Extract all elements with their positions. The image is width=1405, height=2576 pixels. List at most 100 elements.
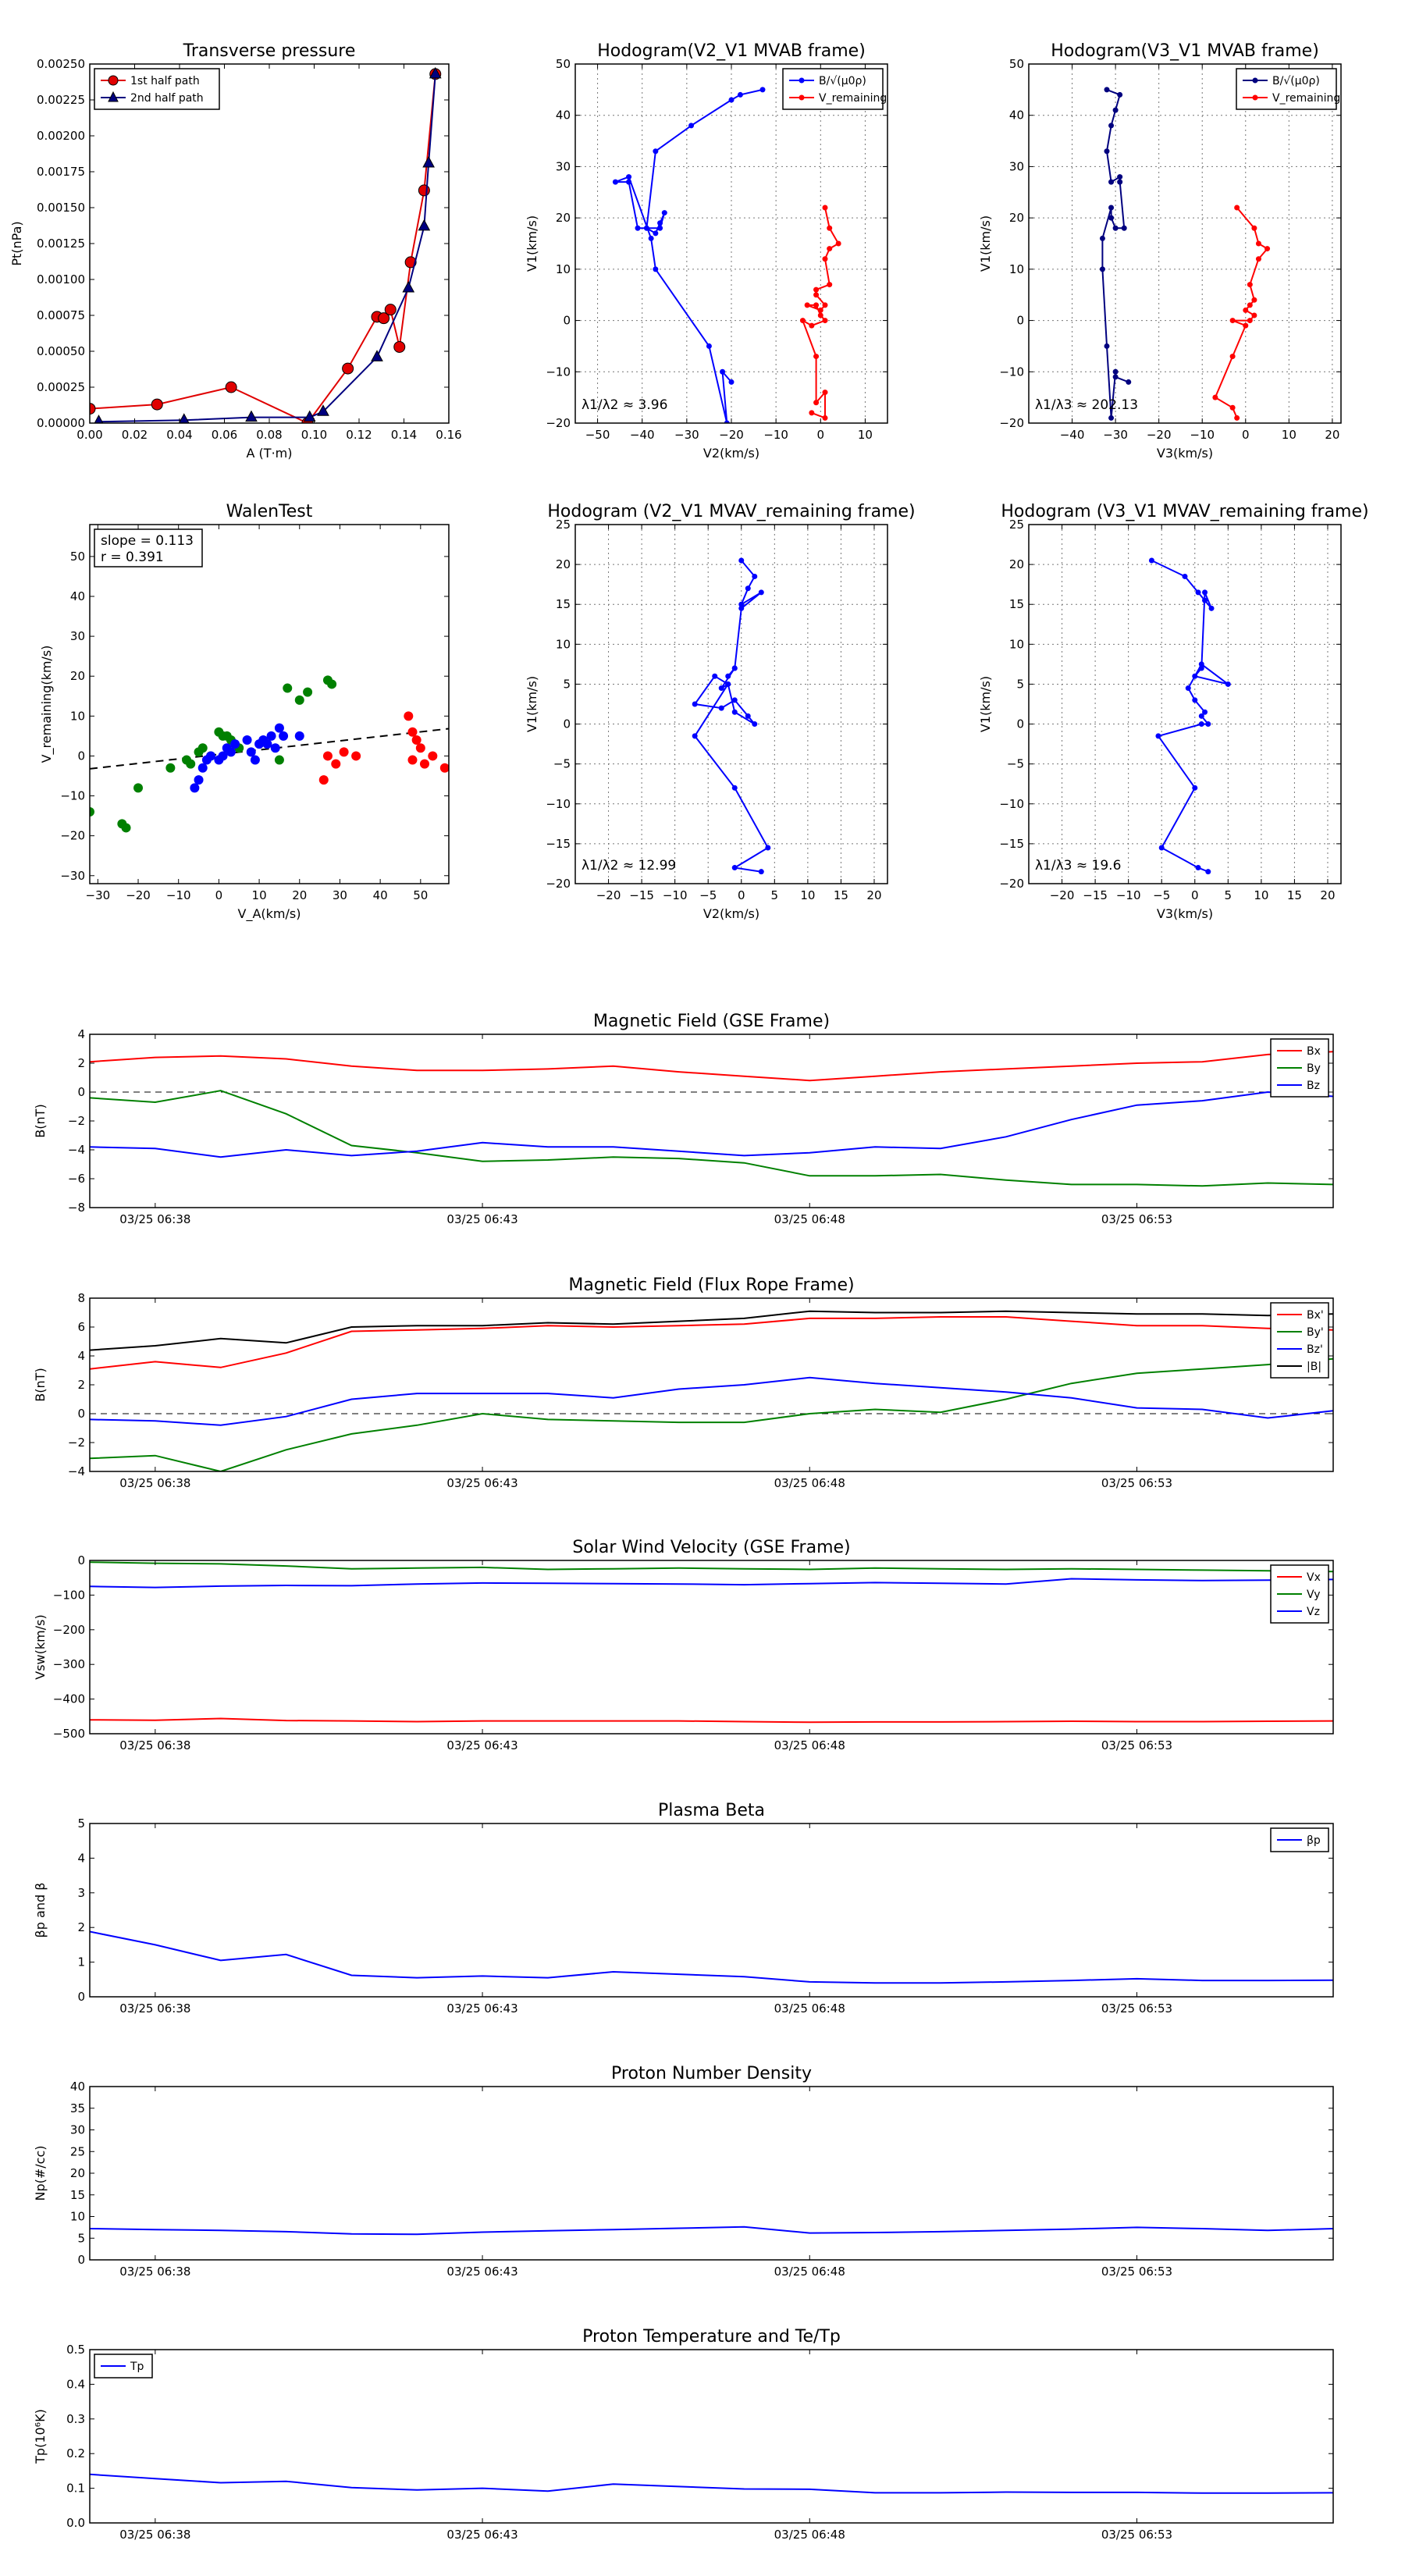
- chart-title: Hodogram(V3_V1 MVAB frame): [1051, 41, 1319, 61]
- x-tick-label: 03/25 06:43: [446, 2265, 518, 2279]
- scatter-point: [121, 823, 131, 833]
- x-tick-label: −20: [596, 888, 621, 902]
- data-point: [737, 91, 743, 98]
- data-point: [1251, 297, 1257, 303]
- chart-title: Magnetic Field (Flux Rope Frame): [568, 1276, 854, 1295]
- data-point: [835, 240, 841, 247]
- legend-label: Vx: [1307, 1571, 1321, 1584]
- data-point: [745, 713, 751, 719]
- x-tick-label: 10: [1282, 428, 1297, 442]
- data-point: [817, 312, 823, 318]
- y-tick-label: 0.2: [66, 2446, 85, 2460]
- scatter-point: [262, 739, 272, 749]
- y-tick-label: 20: [1009, 557, 1024, 571]
- series-line-2: [90, 1376, 1333, 1426]
- data-point: [657, 220, 663, 226]
- x-tick-label: 03/25 06:48: [774, 1212, 845, 1226]
- data-point: [648, 235, 654, 241]
- data-point: [1234, 205, 1240, 211]
- data-point: [765, 845, 771, 851]
- legend-label: 1st half path: [130, 75, 200, 87]
- scatter-point: [351, 751, 361, 761]
- data-point: [1202, 709, 1208, 715]
- x-tick-label: −5: [1153, 888, 1170, 902]
- data-point: [1255, 240, 1261, 247]
- x-tick-label: 0: [738, 888, 745, 902]
- x-tick-label: −40: [1060, 428, 1085, 442]
- series-line-1: [98, 73, 436, 423]
- chart-3: −30 −20 −10 0 10 20 30 40 50 −30 −20 −10 0 10 20 30 40 50…: [39, 502, 450, 922]
- chart-9: 03/25 06:38 03/25 06:43 03/25 06:48 03/25 0…: [33, 1801, 1334, 2016]
- data-point: [1198, 661, 1204, 667]
- x-tick-label: −20: [719, 428, 744, 442]
- series-line-3: [90, 1310, 1333, 1351]
- legend-marker: [108, 75, 119, 86]
- scatter-point: [339, 747, 349, 757]
- x-tick-label: 0.06: [212, 428, 237, 442]
- chart-6: 03/25 06:38 03/25 06:43 03/25 06:48 03/25 0…: [33, 1012, 1334, 1226]
- scatter-point: [230, 739, 240, 749]
- scatter-point: [407, 755, 418, 765]
- y-tick-label: −20: [546, 416, 571, 430]
- legend-marker: [799, 77, 805, 84]
- data-point: [728, 379, 735, 385]
- data-point: [317, 404, 329, 416]
- data-point: [653, 266, 659, 272]
- data-point: [1121, 225, 1127, 231]
- eigen-ratio-label: λ1/λ3 ≈ 19.6: [1035, 858, 1121, 873]
- scatter-point: [322, 751, 333, 761]
- axes-frame: [574, 524, 888, 884]
- data-point: [1112, 225, 1119, 231]
- scatter-point: [270, 743, 280, 753]
- x-tick-label: 0.04: [166, 428, 192, 442]
- y-tick-label: 30: [70, 2123, 85, 2137]
- data-point: [1212, 394, 1218, 400]
- series-line-0: [90, 1316, 1333, 1370]
- y-tick-label: −20: [999, 877, 1024, 891]
- data-point: [822, 390, 828, 396]
- legend-label: V_remaining: [1272, 92, 1340, 105]
- y-tick-label: 20: [70, 2166, 85, 2180]
- x-tick-label: 20: [1320, 888, 1335, 902]
- legend-label: |B|: [1307, 1361, 1321, 1373]
- data-point: [1108, 179, 1115, 185]
- y-tick-label: 0.00125: [37, 237, 85, 251]
- data-point: [653, 148, 659, 155]
- legend-frame: [1236, 68, 1337, 110]
- x-tick-label: −10: [1190, 428, 1215, 442]
- data-point: [712, 673, 718, 679]
- data-point: [626, 174, 632, 180]
- data-point: [1104, 343, 1110, 349]
- data-layer: [90, 2226, 1333, 2236]
- y-tick-label: 0.0: [66, 2516, 85, 2530]
- y-tick-label: 5: [563, 677, 571, 691]
- data-point: [1108, 205, 1115, 211]
- x-tick-label: 0.10: [301, 428, 327, 442]
- data-point: [692, 733, 698, 739]
- data-point: [653, 230, 659, 237]
- data-point: [752, 573, 758, 579]
- y-tick-label: 0.00250: [37, 57, 85, 71]
- eigen-ratio-label: λ1/λ2 ≈ 12.99: [582, 858, 676, 873]
- scatter-point: [246, 747, 256, 757]
- data-point: [1117, 91, 1123, 98]
- data-point: [728, 97, 735, 103]
- data-point: [635, 225, 641, 231]
- x-tick-label: −5: [699, 888, 717, 902]
- data-point: [661, 210, 667, 216]
- data-point: [1205, 869, 1211, 875]
- scatter-point: [133, 783, 144, 793]
- y-tick-label: 25: [1009, 518, 1024, 532]
- chart-title: Hodogram (V3_V1 MVAV_remaining frame): [1001, 502, 1368, 521]
- y-axis-label: B(nT): [33, 1368, 48, 1401]
- y-tick-label: 40: [1009, 109, 1024, 123]
- data-point: [1229, 318, 1236, 324]
- x-tick-label: 5: [1225, 888, 1232, 902]
- x-tick-label: −30: [674, 428, 699, 442]
- x-tick-label: 0.14: [391, 428, 417, 442]
- fit-line: [90, 728, 449, 770]
- data-point: [1192, 785, 1198, 791]
- data-point: [626, 179, 632, 185]
- data-point: [1112, 374, 1119, 380]
